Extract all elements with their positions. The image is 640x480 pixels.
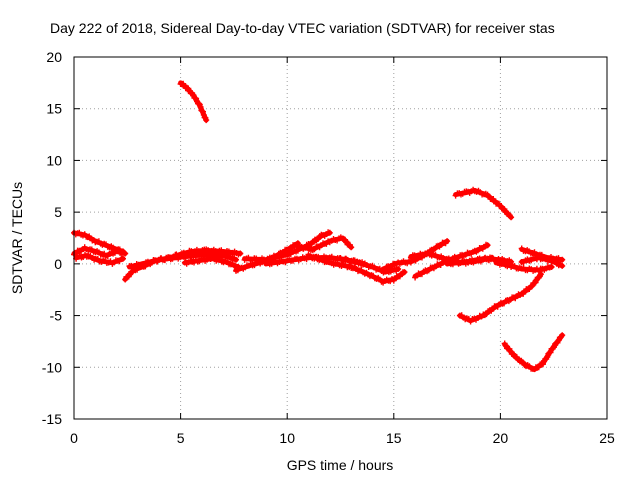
series-track-23 <box>456 271 544 325</box>
series-track-12 <box>305 251 408 286</box>
y-tick-label: -5 <box>50 308 63 324</box>
series-track-18 <box>493 258 555 274</box>
series-track-10 <box>294 234 355 254</box>
series-markers <box>452 186 515 221</box>
series-markers <box>305 251 408 286</box>
series-track-24 <box>501 332 566 373</box>
series-layer <box>71 80 566 373</box>
x-tick-label: 10 <box>279 430 295 446</box>
x-tick-label: 0 <box>70 430 78 446</box>
series-markers <box>518 254 566 269</box>
y-tick-label: 15 <box>46 101 62 117</box>
y-tick-label: -15 <box>42 411 62 427</box>
x-tick-label: 20 <box>493 430 509 446</box>
series-markers <box>444 254 515 268</box>
chart-title: Day 222 of 2018, Sidereal Day-to-day VTE… <box>50 20 555 36</box>
y-tick-label: -10 <box>42 359 62 375</box>
tick-layer: 0 5 10 15 20 25 -15 -10 -5 0 5 10 15 20 <box>42 49 615 446</box>
series-markers <box>73 251 126 267</box>
series-markers <box>493 258 555 274</box>
series-track-21 <box>177 80 210 124</box>
y-tick-label: 5 <box>54 204 62 220</box>
series-track-7 <box>181 254 242 271</box>
series-track-20 <box>518 254 566 269</box>
series-markers <box>294 234 355 254</box>
plot-frame <box>73 56 608 420</box>
y-axis-label: SDTVAR / TECUs <box>9 182 25 294</box>
series-markers <box>173 246 244 259</box>
y-tick-label: 20 <box>46 49 62 65</box>
series-markers <box>177 80 210 124</box>
x-tick-label: 5 <box>177 430 185 446</box>
x-tick-label: 25 <box>599 430 615 446</box>
series-markers <box>456 271 544 325</box>
series-markers <box>501 332 566 373</box>
y-tick-label: 0 <box>54 256 62 272</box>
x-tick-label: 15 <box>386 430 402 446</box>
series-track-6 <box>173 246 244 259</box>
grid-layer <box>74 57 607 419</box>
x-axis-label: GPS time / hours <box>287 457 394 473</box>
series-track-22 <box>452 186 515 221</box>
y-tick-label: 10 <box>46 152 62 168</box>
series-track-3 <box>73 251 126 267</box>
series-markers <box>181 254 242 271</box>
